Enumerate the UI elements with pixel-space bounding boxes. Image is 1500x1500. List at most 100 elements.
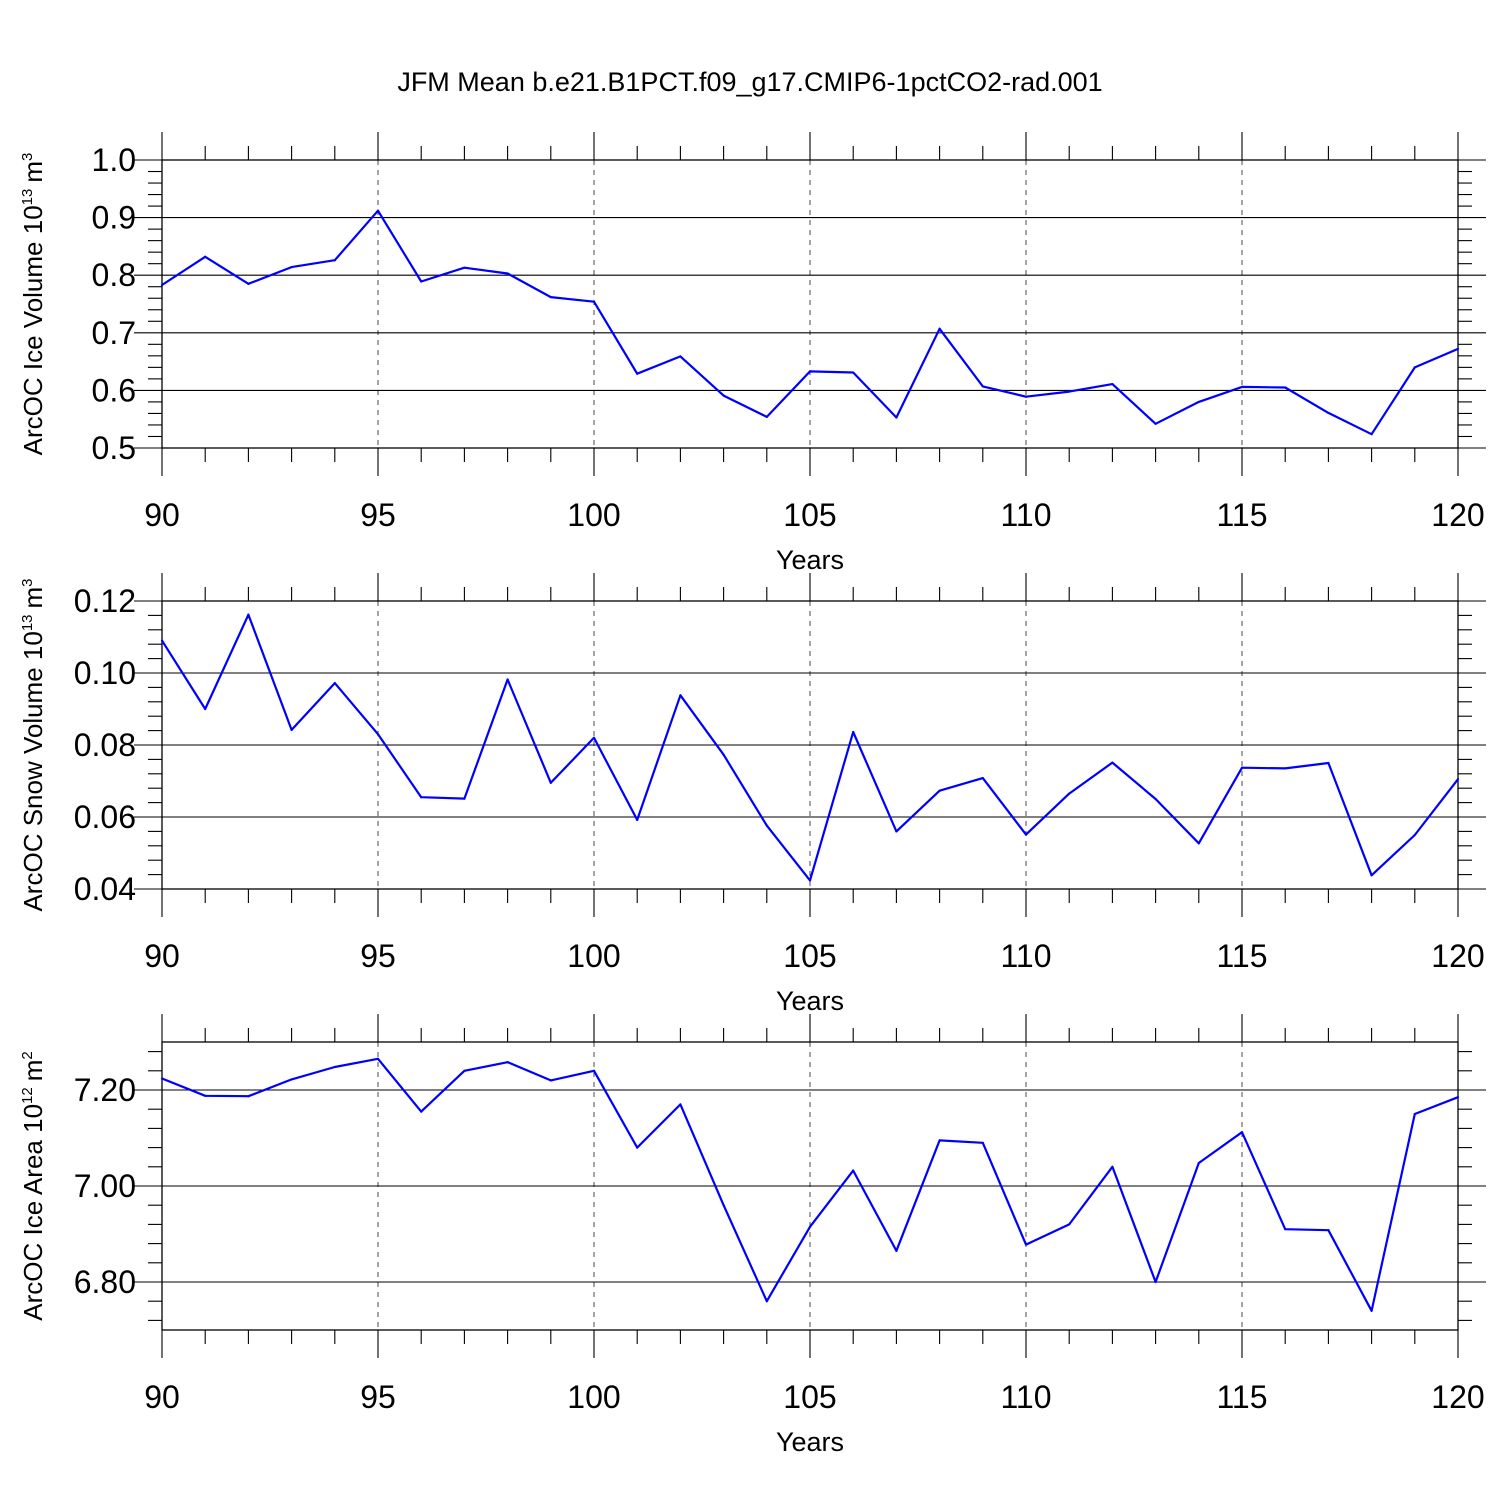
ice-volume-x-tick-label: 115 (1216, 497, 1267, 533)
ice-volume-data-point (895, 416, 898, 419)
snow-volume-data-point (938, 789, 941, 792)
snow-volume-y-axis-label: ArcOC Snow Volume 1013 m3 (18, 578, 48, 911)
ice-area-x-tick-label: 90 (144, 1379, 180, 1415)
ice-volume-y-tick-label: 0.9 (92, 200, 136, 236)
ice-volume-y-tick-label: 0.6 (92, 372, 136, 408)
ice-area-data-point (679, 1103, 682, 1106)
snow-volume-data-point (895, 830, 898, 833)
ice-volume-data-point (938, 327, 941, 330)
ice-volume-x-axis-label: Years (776, 545, 844, 575)
ice-volume-data-point (808, 370, 812, 373)
snow-volume-data-point (1197, 842, 1200, 845)
snow-volume-y-tick-label: 0.04 (74, 871, 136, 907)
ice-volume-data-point (290, 266, 293, 269)
snow-volume-data-point (679, 694, 682, 697)
ice-area-data-point (938, 1139, 941, 1142)
ice-volume-x-tick-label: 120 (1431, 497, 1484, 533)
ice-area-data-point (506, 1061, 509, 1064)
ice-volume-data-point (1197, 400, 1200, 404)
ice-volume-y-label-unit: m (18, 161, 48, 183)
ice-area-data-point (808, 1225, 812, 1228)
ice-volume-data-point (1327, 411, 1330, 414)
snow-volume-data-point (1111, 761, 1114, 764)
ice-area-data-point (1024, 1243, 1028, 1246)
snow-volume-data-point (722, 753, 725, 756)
snow-volume-y-label-exp: 13 (19, 614, 36, 631)
ice-area-x-axis-label: Years (776, 1427, 844, 1457)
snow-volume-x-tick-label: 110 (1000, 938, 1051, 974)
snow-volume-x-tick-label: 105 (783, 938, 836, 974)
ice-area-panel: 90 95 100 105 110 115 120 Years 6.80 7.00 7.20 ArcO… (18, 1014, 1486, 1457)
chart-title: JFM Mean b.e21.B1PCT.f09_g17.CMIP6-1pctC… (397, 67, 1102, 97)
ice-area-y-label-main: ArcOC Ice Area 10 (18, 1104, 48, 1321)
ice-volume-x-tick-label: 90 (144, 497, 180, 533)
ice-area-data-point (1240, 1131, 1244, 1134)
snow-volume-data-point (204, 707, 207, 711)
ice-volume-data-point (1413, 366, 1416, 369)
snow-volume-x-tick-label: 100 (567, 938, 620, 974)
ice-volume-data-point (765, 415, 768, 418)
snow-volume-y-tick-label: 0.08 (74, 727, 136, 763)
ice-area-x-tick-label: 95 (360, 1379, 396, 1415)
snow-volume-data-point (549, 781, 552, 784)
ice-volume-x-tick-label: 105 (783, 497, 836, 533)
ice-volume-data-point (852, 371, 855, 374)
snow-volume-y-tick-label: 0.06 (74, 799, 136, 835)
ice-area-x-tick-label: 120 (1431, 1379, 1484, 1415)
ice-area-data-point (895, 1249, 898, 1252)
ice-area-data-point (376, 1057, 380, 1060)
snow-volume-data-point (1327, 761, 1330, 765)
ice-area-y-tick-label: 6.80 (74, 1264, 136, 1300)
snow-volume-data-point (376, 733, 380, 736)
ice-volume-x-tick-label: 95 (360, 497, 396, 533)
snow-volume-data-point (1154, 797, 1157, 801)
snow-volume-data-point (808, 879, 812, 882)
ice-volume-data-point (679, 355, 682, 358)
ice-volume-data-point (1240, 385, 1244, 389)
snow-volume-y-label-unit: m (18, 587, 48, 609)
ice-area-data-point (549, 1079, 552, 1082)
ice-volume-y-label-exp: 13 (19, 189, 36, 206)
ice-area-data-point (1154, 1280, 1157, 1284)
ice-area-data-point (1370, 1309, 1373, 1312)
snow-volume-data-point (636, 818, 639, 821)
ice-volume-x-tick-label: 100 (567, 497, 620, 533)
ice-area-data-point (1068, 1223, 1071, 1226)
ice-area-data-point (290, 1078, 293, 1081)
ice-volume-y-tick-label: 0.7 (92, 315, 136, 351)
ice-volume-data-point (1111, 382, 1114, 386)
ice-volume-data-point (247, 282, 250, 285)
ice-area-y-label-unit: m (18, 1060, 48, 1082)
ice-volume-data-point (981, 385, 984, 388)
ice-area-data-point (765, 1300, 768, 1303)
ice-area-data-point (160, 1077, 164, 1080)
ice-area-y-label-exp: 12 (19, 1087, 36, 1104)
ice-volume-data-point (420, 280, 423, 283)
ice-area-data-point (1413, 1112, 1416, 1116)
ice-volume-data-point (1068, 390, 1071, 393)
ice-volume-data-point (592, 300, 596, 303)
ice-area-y-tick-label: 7.20 (74, 1072, 136, 1108)
snow-volume-data-point (852, 730, 855, 734)
ice-volume-panel: 90 95 100 105 110 115 120 Years 0.5 0.6 0.7 0.8 0.9 1… (18, 132, 1486, 575)
ice-area-x-tick-label: 115 (1216, 1379, 1267, 1415)
ice-volume-y-tick-label: 0.8 (92, 257, 136, 293)
ice-volume-x-tick-label: 110 (1000, 497, 1051, 533)
snow-volume-data-point (333, 681, 336, 685)
ice-area-x-tick-label: 100 (567, 1379, 620, 1415)
ice-volume-y-label-main: ArcOC Ice Volume 10 (18, 205, 48, 455)
ice-area-x-tick-label: 105 (783, 1379, 836, 1415)
snow-volume-y-tick-label: 0.10 (74, 655, 136, 691)
snow-volume-y-tick-label: 0.12 (74, 583, 136, 619)
ice-area-data-point (722, 1204, 725, 1207)
ice-volume-y-label-unit-exp: 3 (19, 153, 36, 161)
snow-volume-y-label-main: ArcOC Snow Volume 10 (18, 631, 48, 911)
ice-volume-data-point (1284, 386, 1287, 389)
ice-volume-data-point (1456, 347, 1460, 351)
ice-area-data-point (1111, 1165, 1114, 1168)
snow-volume-data-point (247, 613, 250, 616)
ice-volume-data-point (333, 259, 336, 262)
snow-volume-panel: 90 95 100 105 110 115 120 Years 0.04 0.06 0.08 0.10… (18, 573, 1486, 1016)
ice-area-y-axis-label: ArcOC Ice Area 1012 m2 (18, 1051, 48, 1320)
snow-volume-x-tick-label: 90 (144, 938, 180, 974)
